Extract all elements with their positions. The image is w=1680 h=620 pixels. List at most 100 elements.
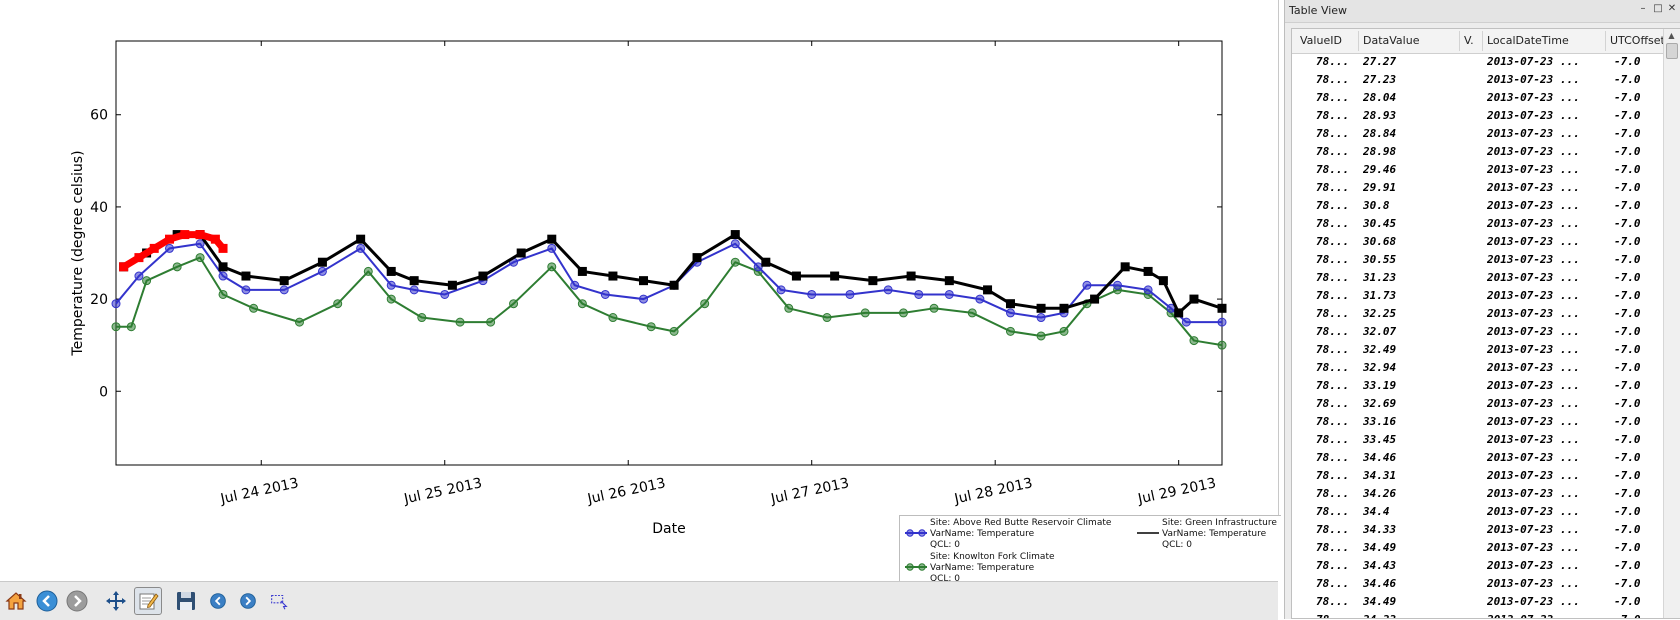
data-point — [1005, 308, 1015, 318]
close-icon[interactable]: ✕ — [1667, 3, 1677, 14]
table-row[interactable]: 78... 33.45 2013-07-23 ... -7.0 — [1292, 431, 1664, 449]
table-row[interactable]: 78... 34.46 2013-07-23 ... -7.0 — [1292, 575, 1664, 593]
back-button[interactable] — [33, 587, 61, 615]
cell-localdatetime: 2013-07-23 ... — [1487, 469, 1580, 482]
next-button[interactable] — [234, 587, 262, 615]
table-row[interactable]: 78... 31.73 2013-07-23 ... -7.0 — [1292, 287, 1664, 305]
table-row[interactable]: 78... 32.07 2013-07-23 ... -7.0 — [1292, 323, 1664, 341]
table-row[interactable]: 78... 32.69 2013-07-23 ... -7.0 — [1292, 395, 1664, 413]
table-row[interactable]: 78... 32.49 2013-07-23 ... -7.0 — [1292, 341, 1664, 359]
table-row[interactable]: 78... 34.43 2013-07-23 ... -7.0 — [1292, 557, 1664, 575]
table-row[interactable]: 78... 29.46 2013-07-23 ... -7.0 — [1292, 161, 1664, 179]
maximize-icon[interactable]: □ — [1653, 3, 1663, 14]
column-divider[interactable] — [1482, 31, 1483, 51]
cell-datavalue: 31.23 — [1363, 271, 1397, 284]
data-point — [577, 299, 587, 309]
cell-datavalue: 33.16 — [1363, 415, 1397, 428]
data-point — [386, 280, 396, 290]
column-header-datavalue[interactable]: DataValue — [1363, 34, 1420, 47]
forward-button[interactable] — [63, 587, 91, 615]
data-point — [111, 299, 121, 309]
data-point — [669, 326, 679, 336]
table-row[interactable]: 78... 33.19 2013-07-23 ... -7.0 — [1292, 377, 1664, 395]
cell-valueid: 78... — [1316, 505, 1350, 518]
table-row[interactable]: 78... 28.93 2013-07-23 ... -7.0 — [1292, 107, 1664, 125]
table-row[interactable]: 78... 34.26 2013-07-23 ... -7.0 — [1292, 485, 1664, 503]
cell-utcoffset: -7.0 — [1614, 325, 1641, 338]
table-row[interactable]: 78... 34.49 2013-07-23 ... -7.0 — [1292, 539, 1664, 557]
cell-utcoffset: -7.0 — [1614, 343, 1641, 356]
scrollbar-thumb[interactable] — [1666, 43, 1678, 59]
data-point — [455, 317, 465, 327]
data-point — [294, 317, 304, 327]
column-header-utcoffset[interactable]: UTCOffset — [1610, 34, 1664, 47]
table-row[interactable]: 78... 34.33 2013-07-23 ... -7.0 — [1292, 521, 1664, 539]
table-row[interactable]: 78... 30.55 2013-07-23 ... -7.0 — [1292, 251, 1664, 269]
table-row[interactable]: 78... 30.45 2013-07-23 ... -7.0 — [1292, 215, 1664, 233]
data-point — [409, 276, 419, 286]
data-point — [417, 313, 427, 323]
table-row[interactable]: 78... 34.31 2013-07-23 ... -7.0 — [1292, 467, 1664, 485]
cell-valueid: 78... — [1316, 235, 1350, 248]
table-row[interactable]: 78... 27.27 2013-07-23 ... -7.0 — [1292, 53, 1664, 71]
plot-area[interactable]: 0 20 40 60 Jul 24 2013 Jul 25 2013 Jul 26 2013… — [0, 0, 1281, 582]
table-row[interactable]: 78... 28.98 2013-07-23 ... -7.0 — [1292, 143, 1664, 161]
data-point — [1036, 331, 1046, 341]
column-divider[interactable] — [1605, 31, 1606, 51]
table-scrollbar[interactable]: ▲ — [1663, 29, 1680, 618]
data-point — [126, 322, 136, 332]
column-divider[interactable] — [1358, 31, 1359, 51]
cell-localdatetime: 2013-07-23 ... — [1487, 505, 1580, 518]
table-row[interactable]: 78... 29.91 2013-07-23 ... -7.0 — [1292, 179, 1664, 197]
table-row[interactable]: 78... 34.33 2013-07-23 ... -7.0 — [1292, 611, 1664, 618]
prev-button[interactable] — [204, 587, 232, 615]
edit-button[interactable] — [134, 587, 162, 615]
data-point — [241, 285, 251, 295]
table-row[interactable]: 78... 34.4 2013-07-23 ... -7.0 — [1292, 503, 1664, 521]
table-row[interactable]: 78... 28.04 2013-07-23 ... -7.0 — [1292, 89, 1664, 107]
data-point — [241, 271, 251, 281]
data-point — [822, 313, 832, 323]
table-header: ValueID DataValue V. LocalDateTime UTCOf… — [1292, 29, 1664, 54]
table-row[interactable]: 78... 34.49 2013-07-23 ... -7.0 — [1292, 593, 1664, 611]
data-point — [111, 322, 121, 332]
cell-localdatetime: 2013-07-23 ... — [1487, 541, 1580, 554]
legend-swatch — [905, 563, 927, 571]
table-row[interactable]: 78... 34.46 2013-07-23 ... -7.0 — [1292, 449, 1664, 467]
table-row[interactable]: 78... 30.68 2013-07-23 ... -7.0 — [1292, 233, 1664, 251]
data-point — [639, 294, 649, 304]
cell-datavalue: 34.46 — [1363, 451, 1397, 464]
save-button[interactable] — [172, 587, 200, 615]
data-point — [1217, 303, 1227, 313]
column-divider[interactable] — [1459, 31, 1460, 51]
table-row[interactable]: 78... 27.23 2013-07-23 ... -7.0 — [1292, 71, 1664, 89]
cell-localdatetime: 2013-07-23 ... — [1487, 91, 1580, 104]
column-header-localdatetime[interactable]: LocalDateTime — [1487, 34, 1569, 47]
home-button[interactable] — [2, 587, 30, 615]
scroll-up-arrow-icon[interactable]: ▲ — [1668, 31, 1675, 40]
table-row[interactable]: 78... 31.23 2013-07-23 ... -7.0 — [1292, 269, 1664, 287]
pan-button[interactable] — [102, 587, 130, 615]
table-row[interactable]: 78... 28.84 2013-07-23 ... -7.0 — [1292, 125, 1664, 143]
cell-datavalue: 31.73 — [1363, 289, 1397, 302]
minimize-icon[interactable]: – — [1640, 3, 1646, 14]
data-point — [761, 257, 771, 267]
data-point — [447, 280, 457, 290]
data-point — [249, 303, 259, 313]
cell-valueid: 78... — [1316, 199, 1350, 212]
cell-localdatetime: 2013-07-23 ... — [1487, 397, 1580, 410]
cell-datavalue: 34.33 — [1363, 523, 1397, 536]
table-row[interactable]: 78... 33.16 2013-07-23 ... -7.0 — [1292, 413, 1664, 431]
temperature-chart[interactable]: 0 20 40 60 Jul 24 2013 Jul 25 2013 Jul 26 2013… — [0, 0, 1278, 581]
select-button[interactable] — [265, 587, 293, 615]
data-point — [1217, 317, 1227, 327]
table-row[interactable]: 78... 32.25 2013-07-23 ... -7.0 — [1292, 305, 1664, 323]
data-point — [1189, 336, 1199, 346]
data-point — [409, 285, 419, 295]
column-header-valueid[interactable]: ValueID — [1300, 34, 1342, 47]
cell-datavalue: 34.49 — [1363, 595, 1397, 608]
table-row[interactable]: 78... 32.94 2013-07-23 ... -7.0 — [1292, 359, 1664, 377]
table-row[interactable]: 78... 30.8 2013-07-23 ... -7.0 — [1292, 197, 1664, 215]
data-point — [486, 317, 496, 327]
column-header-v[interactable]: V. — [1464, 34, 1474, 47]
